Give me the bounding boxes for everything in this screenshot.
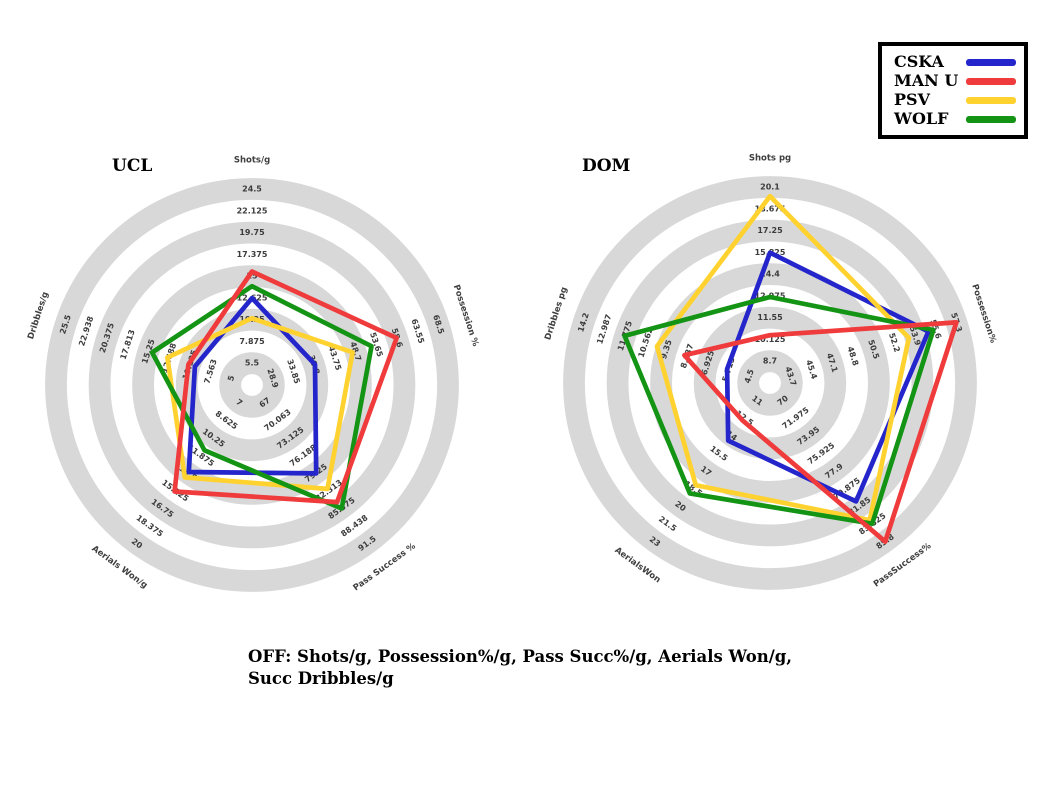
figure-caption: OFF: Shots/g, Possession%/g, Pass Succ%/…	[248, 647, 793, 688]
legend-swatch-wolf	[966, 115, 1016, 123]
grid-ring	[606, 219, 934, 547]
series-polygon-wolf	[149, 283, 374, 511]
axis-title: Dribbles/g	[26, 291, 51, 341]
series-polygon-manu	[682, 320, 959, 544]
grid-ring	[737, 350, 803, 416]
axis-tick-label: 8.7	[763, 357, 777, 366]
series-polygon-cska	[724, 250, 931, 504]
axis-title: Possession %	[451, 284, 481, 349]
series-polygon-manu	[172, 269, 399, 505]
axis-tick-label: 7	[234, 397, 244, 408]
axis-tick-label: 14.4	[760, 270, 780, 279]
legend-label-cska: CSKA	[894, 52, 944, 71]
axis-title: Dribbles pg	[543, 286, 570, 342]
legend-swatch-psv	[966, 96, 1016, 104]
grid-ring	[693, 306, 847, 460]
legend-item: WOLF	[894, 110, 1016, 128]
grid-ring	[650, 263, 890, 503]
axis-tick-label: 19.75	[239, 228, 265, 237]
axis-tick-label: 33.85	[285, 358, 302, 385]
axis-tick-label: 17.25	[757, 226, 783, 235]
grid-ring	[219, 352, 285, 418]
axis-tick-label: 21.5	[657, 514, 679, 533]
grid-ring	[563, 176, 977, 590]
axis-tick-label: 5	[226, 374, 236, 382]
axis-title: Shots/g	[234, 156, 270, 166]
axis-tick-label: 45.4	[804, 359, 819, 381]
grid-ring	[45, 178, 459, 592]
axis-tick-label: 17.375	[237, 250, 268, 259]
series-polygon-psv	[165, 315, 355, 492]
radar-chart-dom: 8.710.12511.5512.97514.415.82517.2518.67…	[543, 154, 998, 590]
grid-ring	[88, 221, 416, 549]
legend-label-wolf: WOLF	[894, 109, 949, 128]
legend-item: PSV	[894, 91, 1016, 109]
axis-tick-label: 7.563	[202, 358, 218, 385]
legend-item: CSKA	[894, 53, 1016, 71]
legend: CSKA MAN U PSV WOLF	[878, 42, 1028, 139]
axis-tick-label: 11.55	[757, 313, 783, 322]
axis-tick-label: 48.8	[845, 345, 860, 367]
radar-chart-ucl: 5.57.87510.2512.6251517.37519.7522.12524…	[26, 156, 481, 594]
axis-tick-label: 7.875	[239, 337, 265, 346]
axis-tick-label: 15.5	[708, 444, 730, 463]
axis-tick-label: 5.5	[245, 359, 260, 368]
axis-tick-label: 15	[246, 272, 258, 281]
axis-tick-label: 4.5	[743, 368, 756, 385]
axis-tick-label: 10.125	[755, 335, 786, 344]
axis-tick-label: 52.2	[887, 332, 902, 354]
legend-label-psv: PSV	[894, 90, 930, 109]
chart-title-dom: DOM	[582, 156, 631, 176]
legend-swatch-cska	[966, 58, 1016, 66]
axis-tick-label: 17.813	[119, 329, 137, 361]
axis-title: Possession%	[969, 283, 998, 345]
legend-item: MAN U	[894, 72, 1016, 90]
axis-tick-label: 22.938	[77, 315, 95, 348]
chart-title-ucl: UCL	[112, 156, 153, 176]
legend-label-manu: MAN U	[894, 71, 959, 90]
axis-tick-label: 20.1	[760, 183, 780, 192]
legend-swatch-manu	[966, 77, 1016, 85]
axis-title: Shots pg	[749, 154, 791, 164]
axis-tick-label: 24.5	[242, 185, 262, 194]
axis-tick-label: 63.55	[410, 318, 427, 345]
grid-ring	[132, 265, 372, 505]
axis-tick-label: 18.675	[755, 204, 786, 213]
axis-tick-label: 12.987	[595, 313, 613, 345]
axis-tick-label: 22.125	[237, 206, 268, 215]
